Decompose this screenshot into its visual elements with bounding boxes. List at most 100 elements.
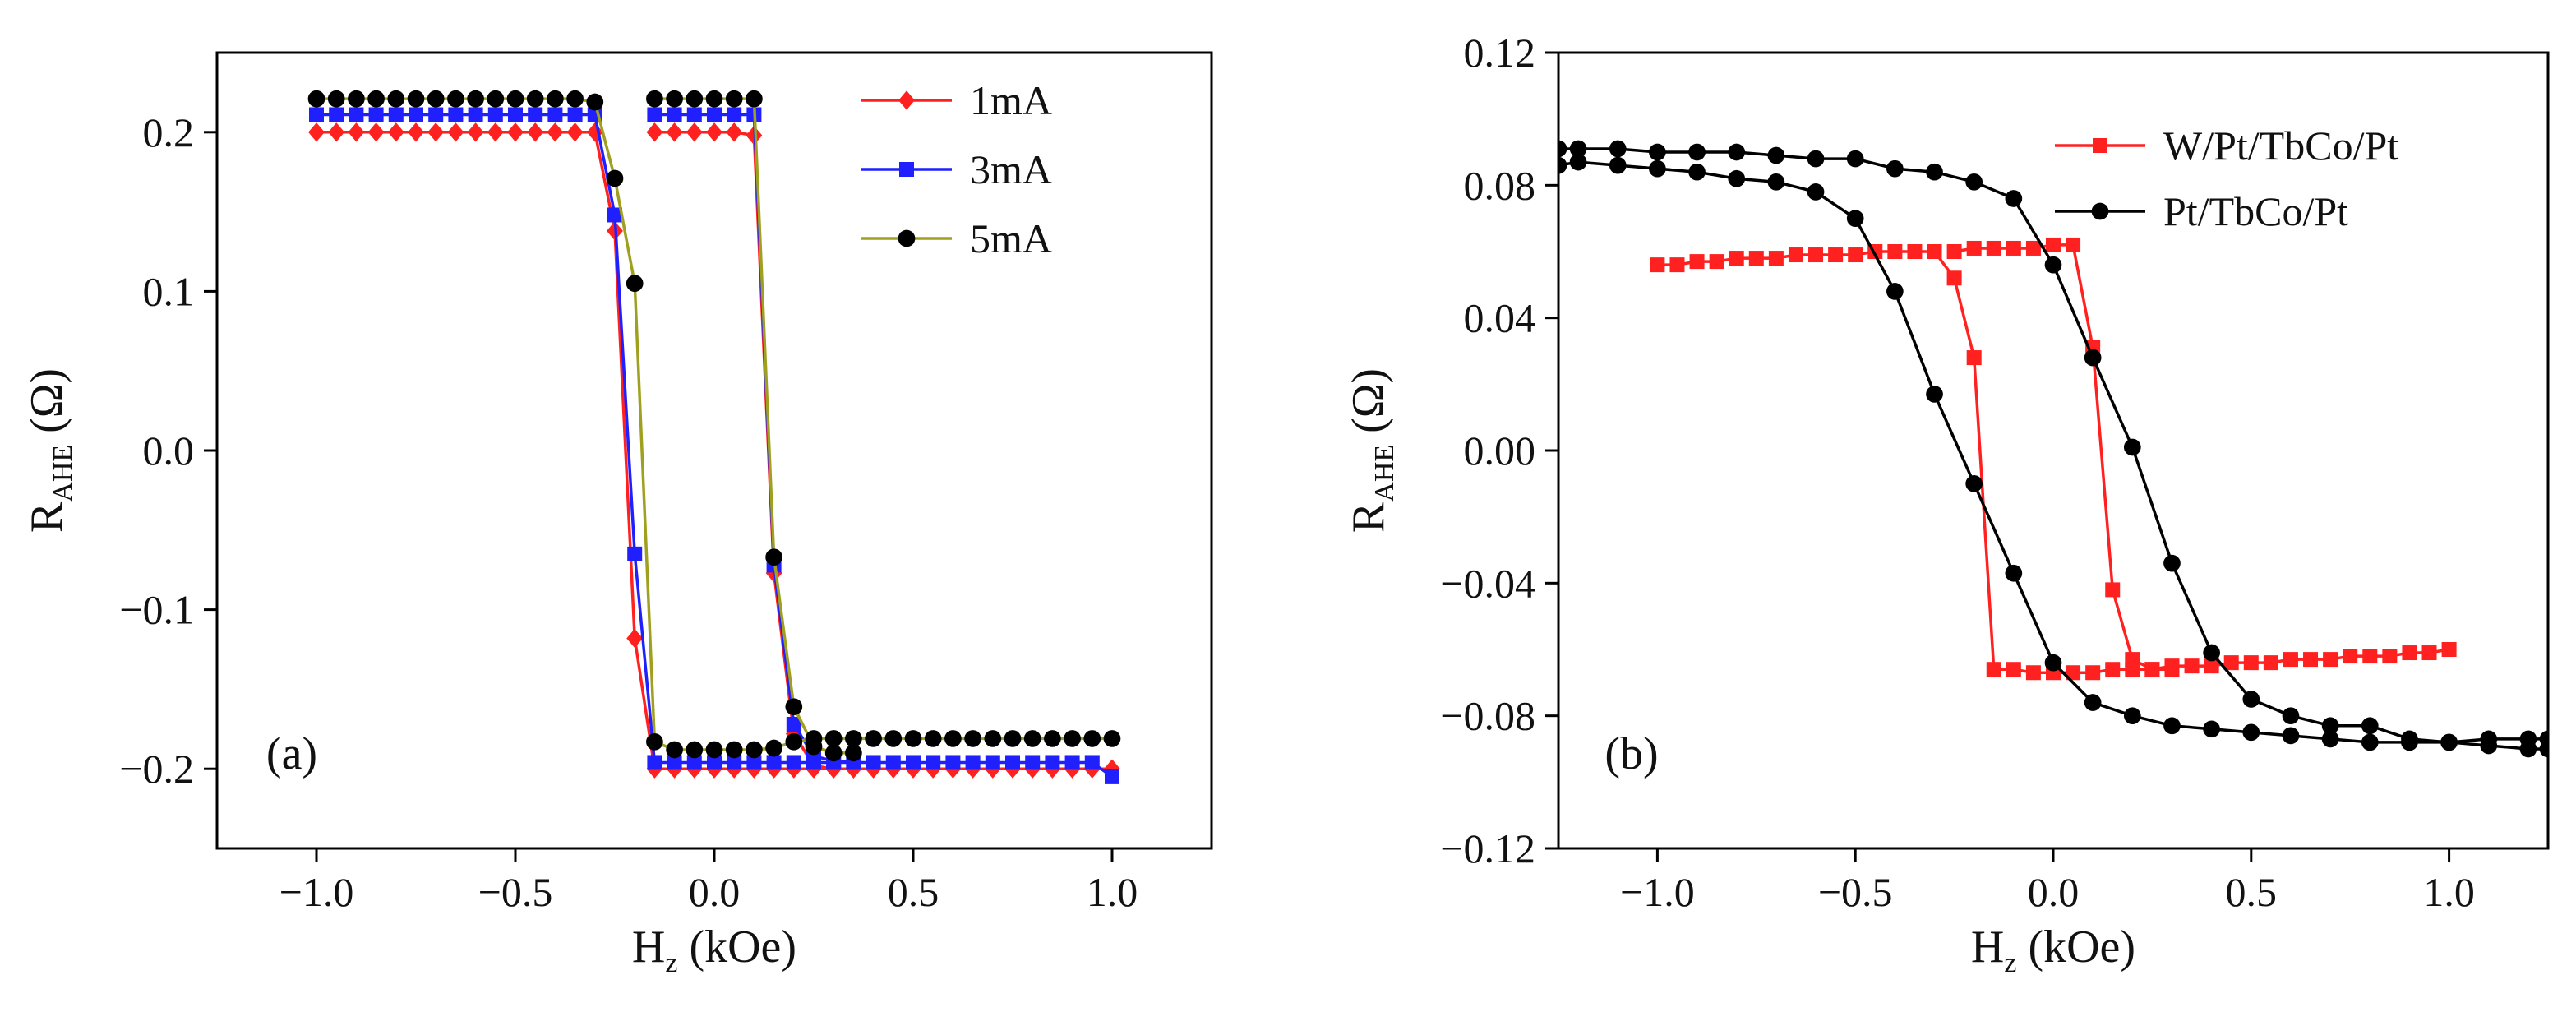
data-point	[2343, 649, 2358, 664]
data-point	[2164, 662, 2180, 677]
data-point	[766, 755, 782, 770]
data-point	[667, 755, 682, 770]
data-point	[307, 90, 325, 108]
data-point	[2223, 655, 2239, 671]
data-point	[1946, 244, 1962, 259]
data-point	[2123, 707, 2141, 725]
legend: 1mA 3mA 5mA	[861, 77, 1052, 261]
data-point	[2044, 256, 2062, 274]
data-point	[785, 732, 803, 751]
data-point	[824, 730, 843, 747]
data-point	[2105, 662, 2121, 677]
data-point	[2362, 649, 2378, 664]
data-point	[2421, 645, 2437, 661]
data-point	[427, 122, 445, 142]
data-point	[845, 730, 862, 747]
y-tick-label: −0.08	[1440, 693, 1535, 739]
x-tick-label: 1.0	[2423, 869, 2475, 915]
data-point	[447, 122, 464, 142]
data-point	[746, 741, 763, 759]
data-point	[705, 741, 723, 759]
data-point	[626, 275, 644, 293]
data-point	[746, 90, 763, 108]
data-point	[727, 755, 742, 770]
y-tick-label: 0.04	[1464, 295, 1536, 341]
data-point	[387, 90, 405, 108]
x-tick-label: 0.0	[2028, 869, 2080, 915]
data-point	[2006, 662, 2021, 677]
data-point	[1886, 159, 1904, 178]
data-point	[2242, 723, 2260, 742]
series-line	[654, 131, 854, 770]
series-line	[316, 97, 1112, 751]
chart-panel-a: −1.0 −0.5 0.0 0.5 1.0 −0.2 −0.1 0.0 0.1 0.2 Hz (kO…	[21, 51, 1213, 978]
y-tick-label: −0.1	[119, 587, 194, 633]
data-point	[367, 90, 385, 108]
data-point	[2402, 645, 2417, 661]
data-point	[2006, 240, 2021, 256]
plot-frame	[1557, 51, 2550, 850]
data-point	[1083, 730, 1101, 747]
data-point	[2204, 658, 2219, 674]
data-point	[985, 755, 1000, 770]
data-point	[666, 741, 683, 759]
data-point	[2066, 665, 2081, 681]
data-point	[468, 107, 483, 122]
data-point	[1023, 730, 1041, 747]
data-point	[409, 107, 423, 122]
data-point	[1986, 662, 2001, 677]
x-tick-label: −0.5	[1818, 869, 1893, 915]
chart-panel-b: −1.0 −0.5 0.0 0.5 1.0 −0.12 −0.08 −0.04 0.00 0.04…	[1343, 30, 2550, 978]
data-point	[965, 755, 981, 770]
data-point	[1886, 283, 1904, 300]
data-point	[547, 107, 563, 122]
data-point	[707, 755, 722, 770]
data-point	[2539, 740, 2548, 758]
data-point	[945, 755, 961, 770]
data-point	[904, 730, 922, 747]
data-point	[329, 107, 344, 122]
x-tick-label: −1.0	[1620, 869, 1695, 915]
data-point	[647, 107, 662, 122]
data-point	[1558, 140, 1567, 158]
data-point	[1688, 163, 1706, 181]
data-point	[646, 122, 663, 142]
data-point	[368, 107, 384, 122]
data-point	[2123, 438, 2141, 456]
x-tick-label: −0.5	[478, 869, 553, 915]
data-point	[727, 107, 742, 122]
data-point	[2184, 658, 2200, 674]
data-point	[1828, 247, 1844, 263]
data-point	[1927, 244, 1942, 259]
data-point	[1728, 143, 1746, 161]
legend-marker	[2093, 138, 2107, 153]
data-point	[1846, 150, 1864, 168]
data-point	[1848, 247, 1863, 263]
data-point	[2084, 694, 2102, 711]
x-tick-label: 0.5	[888, 869, 939, 915]
data-point	[349, 107, 364, 122]
data-point	[845, 744, 862, 762]
data-point	[487, 122, 504, 142]
data-point	[1767, 173, 1785, 191]
data-point	[2203, 720, 2220, 738]
data-point	[725, 90, 743, 108]
data-point	[388, 107, 404, 122]
legend-label: W/Pt/TbCo/Pt	[2163, 122, 2398, 169]
data-point	[686, 90, 704, 108]
data-point	[1808, 247, 1824, 263]
data-point	[1044, 730, 1061, 747]
y-tick-label: 0.00	[1464, 427, 1536, 474]
data-point	[1084, 755, 1100, 770]
y-tick-label: −0.04	[1440, 560, 1535, 606]
y-tick-label: −0.12	[1440, 825, 1535, 871]
series-line	[1657, 250, 2449, 674]
legend-label: 5mA	[970, 215, 1052, 261]
data-point	[2005, 190, 2023, 207]
series-3ma	[309, 107, 1119, 784]
legend-label: 3mA	[970, 146, 1052, 192]
data-point	[2105, 582, 2121, 598]
data-point	[566, 90, 584, 108]
data-point	[1609, 140, 1627, 158]
